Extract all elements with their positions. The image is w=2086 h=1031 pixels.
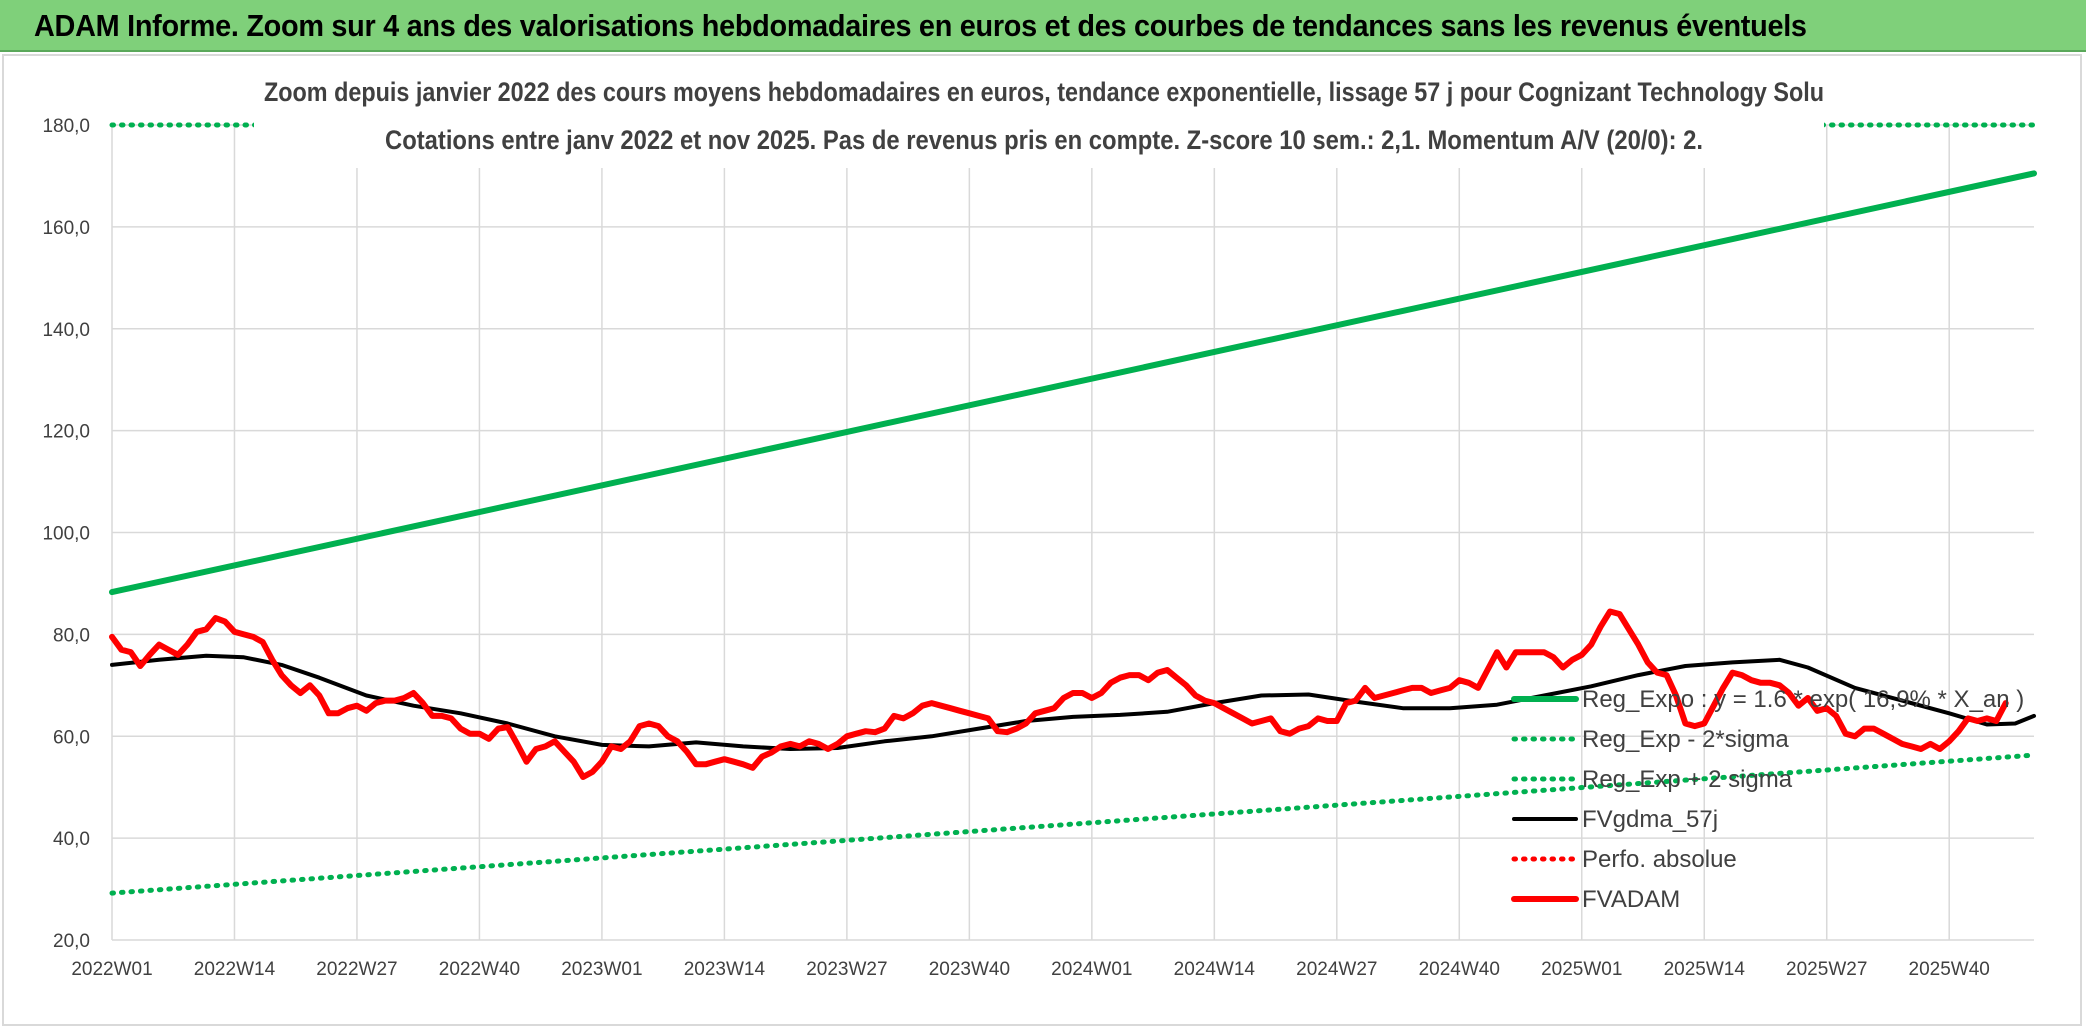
- grid: [111, 124, 2034, 941]
- x-tick-label: 2024W14: [1174, 959, 1256, 980]
- legend: Reg_Expo : y = 1.6 * exp( 16,9% * X_an )…: [1511, 686, 2024, 913]
- x-tick-label: 2022W01: [71, 959, 152, 980]
- x-tick-label: 2022W14: [194, 959, 276, 980]
- x-axis-ticks: 2022W01 2022W14 2022W27 2022W40 2023W01 2023W…: [71, 959, 1990, 980]
- report-banner: ADAM Informe. Zoom sur 4 ans des valoris…: [0, 0, 2086, 52]
- x-tick-label: 2024W01: [1051, 959, 1132, 980]
- x-tick-label: 2024W40: [1419, 959, 1500, 980]
- x-tick-label: 2025W27: [1786, 959, 1867, 980]
- x-tick-label: 2025W40: [1909, 959, 1990, 980]
- x-tick-label: 2023W40: [929, 959, 1010, 980]
- legend-label-4: Perfo. absolue: [1582, 846, 1737, 873]
- legend-label-2: Reg_Exp + 2 sigma: [1582, 766, 1793, 793]
- y-tick-label: 40,0: [53, 829, 90, 850]
- subtitle-background: [254, 58, 1824, 168]
- x-tick-label: 2025W14: [1664, 959, 1746, 980]
- series-line-0: [109, 170, 2037, 596]
- line-chart: 20,0 40,0 60,0 80,0 100,0 120,0 140,0 160,0 180,…: [42, 58, 2037, 980]
- y-tick-label: 60,0: [53, 727, 90, 748]
- chart-frame: 20,0 40,0 60,0 80,0 100,0 120,0 140,0 160,0 180,…: [2, 54, 2082, 1026]
- x-tick-label: 2023W27: [806, 959, 887, 980]
- report-title: ADAM Informe. Zoom sur 4 ans des valoris…: [34, 8, 1807, 43]
- y-tick-label: 120,0: [42, 422, 90, 443]
- legend-label-1: Reg_Exp - 2*sigma: [1582, 726, 1789, 753]
- x-tick-label: 2023W01: [561, 959, 642, 980]
- y-axis-ticks: 20,0 40,0 60,0 80,0 100,0 120,0 140,0 160,0 180,…: [42, 116, 90, 952]
- x-tick-label: 2022W27: [316, 959, 397, 980]
- x-tick-label: 2024W27: [1296, 959, 1377, 980]
- series-line-3: [110, 653, 2036, 751]
- x-tick-label: 2023W14: [684, 959, 766, 980]
- y-tick-label: 140,0: [42, 320, 90, 341]
- series-line-1: [109, 752, 2037, 896]
- legend-label-0: Reg_Expo : y = 1.6 * exp( 16,9% * X_an ): [1582, 686, 2024, 713]
- y-tick-label: 80,0: [53, 625, 90, 646]
- x-tick-label: 2022W40: [439, 959, 520, 980]
- y-tick-label: 20,0: [53, 931, 90, 952]
- legend-label-5: FVADAM: [1582, 886, 1680, 913]
- chart-subtitle-line1: Zoom depuis janvier 2022 des cours moyen…: [264, 77, 1824, 107]
- y-tick-label: 160,0: [42, 218, 90, 239]
- y-tick-label: 180,0: [42, 116, 90, 137]
- chart-subtitle-line2: Cotations entre janv 2022 et nov 2025. P…: [385, 125, 1703, 155]
- series-line-5: [109, 608, 2009, 780]
- x-tick-label: 2025W01: [1541, 959, 1622, 980]
- y-tick-label: 100,0: [42, 524, 90, 545]
- legend-label-3: FVgdma_57j: [1582, 806, 1718, 833]
